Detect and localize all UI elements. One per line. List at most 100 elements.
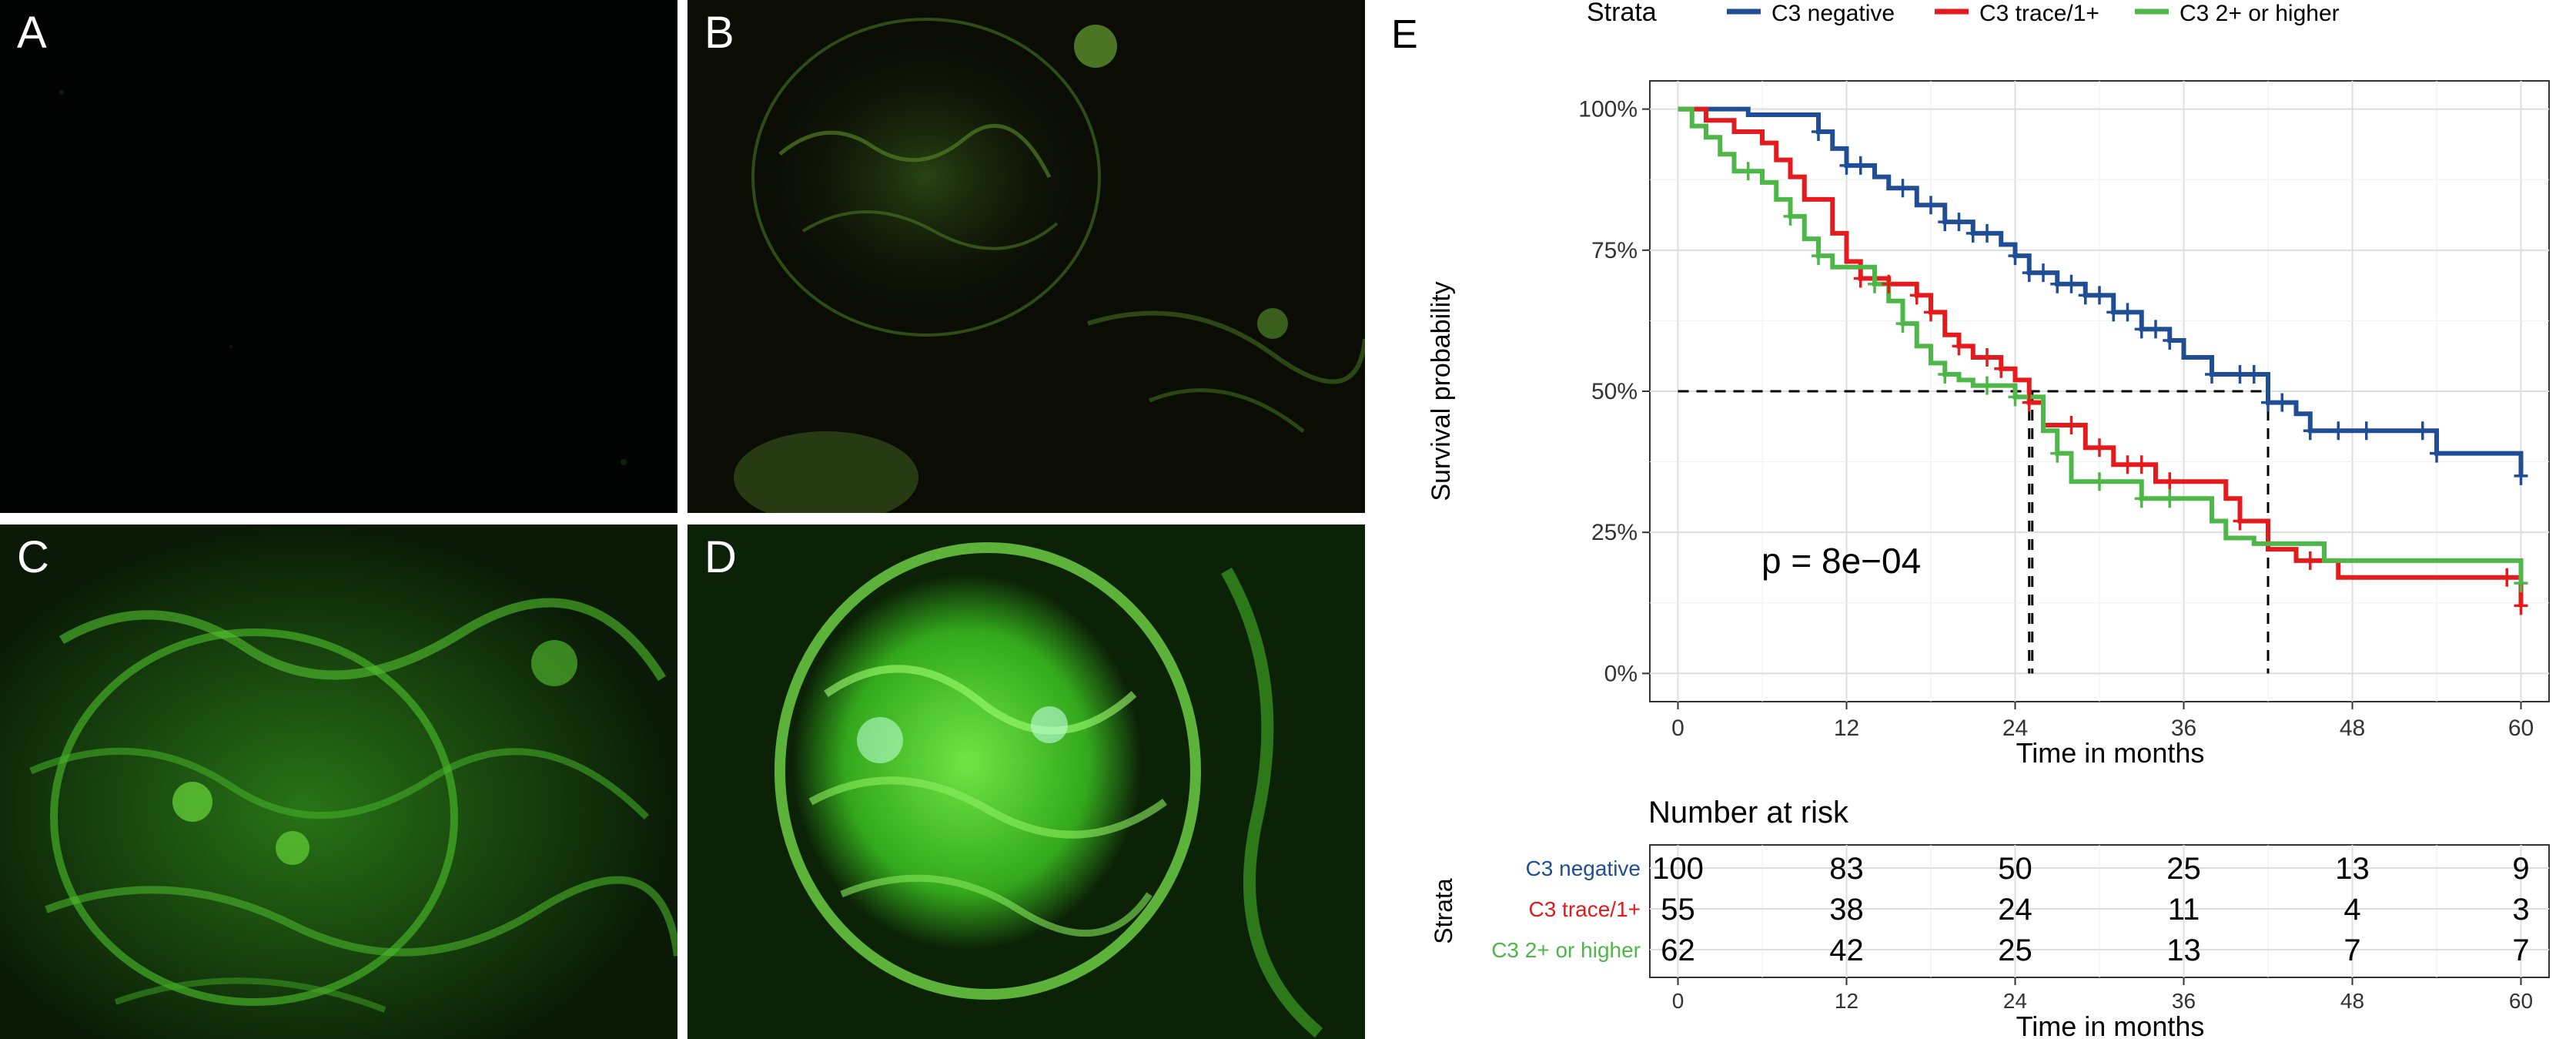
- censor-mark-c3-negative: [2430, 444, 2444, 463]
- censor-mark-c3-trace-1: [2514, 596, 2528, 615]
- censor-mark-c3-trace-1: [2022, 393, 2036, 412]
- censor-mark-c3-trace-1: [1924, 303, 1938, 322]
- censor-mark-c3-negative: [2331, 421, 2346, 441]
- micrograph-a-image: [59, 90, 627, 465]
- risk-row-label: C3 trace/1+: [1528, 897, 1641, 921]
- censor-mark-c3-negative: [1839, 156, 1854, 175]
- risk-table-title: Number at risk: [1648, 796, 1849, 830]
- censor-mark-c3-negative: [1965, 223, 1980, 243]
- risk-x-tick-label: 60: [2509, 989, 2533, 1013]
- risk-table-x-label: Time in months: [2016, 1011, 2205, 1039]
- censor-mark-c3-trace-1: [1882, 274, 1896, 293]
- censor-mark-c3-negative: [2149, 320, 2163, 339]
- risk-value: 3: [2512, 893, 2529, 927]
- censor-mark-c3-2-or-higher: [2163, 489, 2177, 508]
- censor-mark-c3-trace-1: [2233, 511, 2247, 531]
- legend-label-c3-trace: C3 trace/1+: [1979, 1, 2099, 26]
- x-tick-label: 60: [2508, 716, 2534, 741]
- censor-mark-c3-trace-1: [2500, 568, 2514, 587]
- micrograph-b-image: [734, 18, 1365, 513]
- legend-title: Strata: [1587, 0, 1657, 27]
- risk-x-tick-label: 12: [1835, 989, 1858, 1013]
- censor-mark-c3-trace-1: [1980, 348, 1994, 367]
- micrograph-panel-b: B: [687, 0, 1365, 513]
- censor-mark-c3-trace-1: [1952, 337, 1966, 356]
- x-tick-label: 36: [2171, 716, 2196, 741]
- censor-mark-c3-negative: [2093, 286, 2106, 305]
- censor-mark-c3-negative: [2303, 421, 2317, 441]
- risk-value: 7: [2512, 933, 2529, 967]
- censor-mark-c3-negative: [2050, 274, 2065, 293]
- censor-mark-c3-2-or-higher: [1980, 376, 1994, 395]
- censor-mark-c3-negative: [1980, 223, 1994, 243]
- censor-mark-c3-negative: [2022, 263, 2036, 283]
- censor-mark-c3-trace-1: [2120, 455, 2135, 474]
- panel-letter-e: E: [1391, 12, 1418, 57]
- censor-mark-c3-negative: [2106, 303, 2121, 322]
- micrograph-panel-a: A: [0, 0, 677, 513]
- x-axis-label: Time in months: [2016, 737, 2205, 769]
- censor-mark-c3-trace-1: [1909, 286, 1924, 305]
- micrograph-panel-c: C: [0, 525, 677, 1039]
- censor-mark-c3-negative: [2261, 393, 2275, 412]
- censor-mark-c3-negative: [2233, 365, 2247, 384]
- risk-table-values: 100 83 50 25 13 9 55 38 24 11 4 3 62 42 25 13 7 7: [1652, 852, 2530, 967]
- micrograph-panel-d: D: [687, 525, 1365, 1039]
- censor-mark-c3-2-or-higher: [1812, 246, 1825, 266]
- risk-value: 38: [1829, 893, 1864, 927]
- risk-x-tick-label: 24: [2003, 989, 2027, 1013]
- micrograph-d-image: [774, 542, 1323, 1038]
- risk-value: 83: [1829, 852, 1864, 886]
- y-tick-label: 50%: [1591, 379, 1638, 404]
- risk-value: 50: [1998, 852, 2032, 886]
- risk-table-grid: [1650, 845, 2549, 977]
- censor-mark-c3-2-or-higher: [2093, 472, 2106, 491]
- censor-mark-c3-negative: [2275, 393, 2290, 412]
- censor-mark-c3-negative: [2359, 421, 2374, 441]
- censor-mark-c3-negative: [2415, 421, 2430, 441]
- censor-mark-c3-negative: [2078, 286, 2093, 305]
- censor-mark-c3-negative: [2134, 320, 2149, 339]
- censor-mark-c3-negative: [1895, 179, 1910, 198]
- censor-mark-c3-2-or-higher: [1895, 314, 1910, 333]
- p-value-annotation: p = 8e−04: [1761, 541, 1921, 581]
- risk-value: 11: [2168, 893, 2200, 927]
- risk-value: 24: [1998, 893, 2032, 927]
- censor-mark-c3-negative: [2205, 365, 2219, 384]
- risk-value: 25: [1998, 933, 2032, 967]
- y-tick-label: 25%: [1591, 520, 1638, 545]
- risk-value: 4: [2343, 893, 2360, 927]
- chart-legend: Strata C3 negative C3 trace/1+ C3 2+ or …: [1587, 0, 2340, 27]
- risk-value: 62: [1661, 933, 1695, 967]
- x-tick-label: 24: [2002, 716, 2028, 741]
- panel-letter-b: B: [704, 8, 734, 58]
- survival-curve-c3-2-or-higher: [1678, 106, 2524, 584]
- x-axis-ticks: 0 12 24 36 48 60: [1671, 702, 2534, 741]
- censor-mark-c3-trace-1: [2303, 551, 2317, 570]
- y-tick-label: 100%: [1578, 97, 1638, 122]
- risk-x-tick-label: 48: [2340, 989, 2364, 1013]
- risk-value: 13: [2335, 852, 2370, 886]
- risk-value: 25: [2166, 852, 2201, 886]
- censor-mark-c3-negative: [2008, 246, 2022, 266]
- x-tick-label: 12: [1834, 716, 1859, 741]
- censor-marks: [1741, 122, 2528, 615]
- censor-mark-c3-2-or-higher: [2050, 444, 2065, 463]
- risk-x-tick-label: 0: [1672, 989, 1684, 1013]
- y-axis-label: Survival probability: [1427, 281, 1456, 501]
- censor-mark-c3-2-or-higher: [1741, 162, 1755, 181]
- censor-mark-c3-2-or-higher: [1868, 274, 1882, 293]
- censor-mark-c3-negative: [2064, 274, 2079, 293]
- risk-table-row-labels: C3 negative C3 trace/1+ C3 2+ or higher: [1491, 856, 1641, 962]
- panel-letter-c: C: [17, 532, 49, 582]
- censor-mark-c3-negative: [2036, 263, 2050, 283]
- censor-mark-c3-negative: [1938, 213, 1952, 232]
- y-tick-label: 75%: [1591, 238, 1638, 263]
- risk-table-y-label: Strata: [1430, 878, 1457, 944]
- micrograph-c-image: [0, 525, 677, 1039]
- censor-mark-c3-2-or-higher: [2134, 489, 2149, 508]
- risk-table-x-ticks: 0 12 24 36 48 60: [1672, 977, 2533, 1013]
- risk-value: 13: [2166, 933, 2201, 967]
- censor-mark-c3-2-or-higher: [2008, 387, 2022, 407]
- censor-mark-c3-negative: [1952, 213, 1966, 232]
